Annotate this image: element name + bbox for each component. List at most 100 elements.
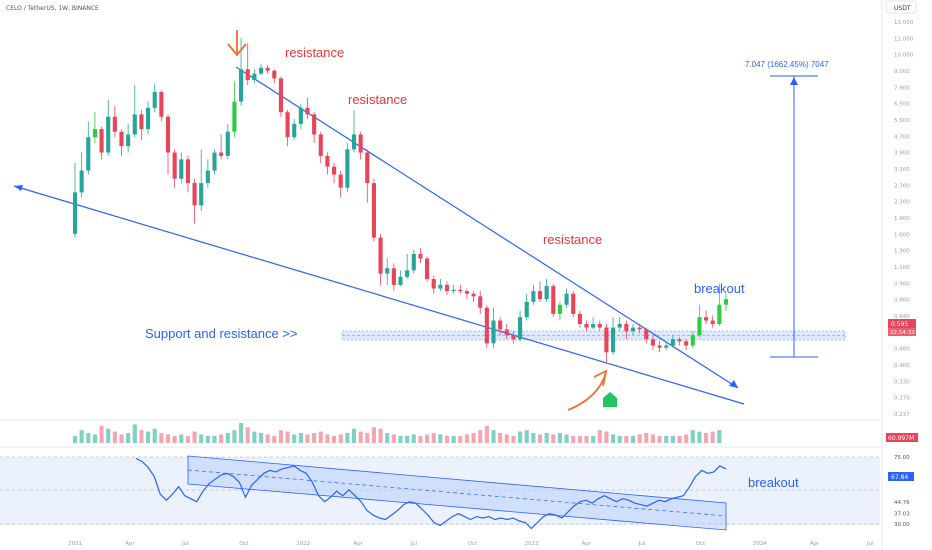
volume-bar (411, 434, 416, 443)
price-tick-label: 1.100 (894, 265, 910, 271)
candle-body (478, 296, 483, 308)
volume-bar (604, 431, 609, 443)
volume-bar (338, 434, 343, 443)
volume-bar (185, 435, 190, 443)
volume-bar (577, 435, 582, 443)
volume-bar (564, 434, 569, 443)
volume-bar (544, 433, 549, 443)
volume-bar (252, 431, 257, 443)
support-trendline[interactable] (13, 185, 745, 405)
candle-body (219, 152, 224, 156)
volume-bar (106, 428, 111, 443)
volume-bar (484, 425, 489, 443)
volume-bar (365, 433, 370, 443)
resistance-label-1: resistance (285, 45, 344, 60)
svg-text:0.595: 0.595 (891, 321, 908, 328)
volume-bar (159, 433, 164, 443)
volume-bar (537, 434, 543, 443)
volume-bar (285, 431, 290, 443)
candle-body (285, 112, 290, 138)
volume-bar (478, 430, 483, 443)
candle-body (258, 67, 264, 74)
candle-body (146, 107, 151, 130)
resistance-trendline-arrowhead (729, 380, 738, 388)
rsi-value-tag: 67.84 (888, 472, 914, 481)
volume-bar (318, 431, 323, 443)
price-tick-label: 7.900 (894, 85, 910, 91)
volume-bar (325, 434, 330, 443)
svg-text:60.997M: 60.997M (888, 435, 914, 442)
candle-body (398, 276, 403, 285)
candle-body (205, 170, 210, 184)
candle-body (551, 286, 556, 314)
candle-body (518, 317, 523, 340)
candle-body (471, 293, 476, 297)
candle-body (644, 329, 649, 340)
candle-body (597, 323, 602, 328)
volume-bar (597, 430, 602, 443)
candle-body (717, 304, 722, 324)
rsi-tick-label: 37.03 (894, 512, 910, 518)
candle-body (577, 313, 582, 324)
volume-bar (524, 430, 529, 443)
time-tick-label: Apr (582, 541, 592, 547)
measure-label: 7.047 (1662.45%) 7047 (745, 60, 829, 69)
volume-bar (491, 430, 496, 443)
candle-body (119, 131, 124, 147)
price-tick-label: 1.600 (894, 232, 910, 238)
volume-bar (258, 433, 264, 443)
candle-body (232, 101, 237, 132)
volume-bar (119, 434, 124, 443)
volume-bar (172, 435, 177, 443)
candle-body (531, 291, 536, 302)
candle-body (172, 152, 177, 179)
volume-bar (371, 427, 376, 443)
candle-body (199, 183, 204, 206)
volume-bar (458, 435, 463, 443)
volume-bar (378, 428, 383, 443)
volume-bar (312, 433, 317, 443)
currency-label: USDT (894, 5, 911, 12)
volume-bar (644, 433, 649, 443)
candle-body (484, 307, 489, 344)
resistance-trendline[interactable] (235, 66, 739, 389)
time-tick-label: Apr (125, 541, 135, 547)
candle-body (611, 327, 616, 353)
candle-body (710, 320, 715, 324)
rsi-line (135, 457, 727, 530)
volume-bar (405, 435, 410, 443)
candle-body (431, 279, 436, 289)
candle-body (179, 159, 184, 179)
candle-body (305, 107, 310, 115)
price-range-measure[interactable] (770, 75, 818, 358)
rsi-tick-label: 30.00 (894, 522, 910, 528)
volume-bar (704, 433, 709, 443)
candle-body (704, 317, 709, 321)
candle-body (504, 329, 509, 336)
candle-body (418, 253, 423, 259)
candle-body (564, 293, 569, 305)
volume-series (72, 423, 722, 443)
volume-bar (677, 435, 682, 443)
volume-bar (551, 434, 556, 443)
currency-button[interactable]: USDT (885, 0, 917, 14)
time-tick-label: Oct (239, 541, 249, 547)
candle-body (591, 323, 596, 328)
candle-body (378, 237, 383, 274)
candle-body (511, 335, 516, 340)
candle-body (657, 345, 662, 348)
candle-body (684, 341, 689, 346)
candle-body (212, 152, 217, 171)
volume-bar (624, 435, 629, 443)
candle-body (312, 114, 317, 135)
candle-body (358, 134, 363, 153)
candle-body (617, 323, 622, 328)
candle-body (491, 320, 496, 344)
price-tick-label: 0.480 (894, 347, 910, 353)
time-tick-label: 2023 (525, 541, 539, 547)
volume-bar (245, 427, 250, 443)
price-tick-label: 0.330 (894, 379, 910, 385)
time-tick-label: Jul (638, 541, 646, 547)
svg-text:22:54:33: 22:54:33 (890, 330, 915, 336)
